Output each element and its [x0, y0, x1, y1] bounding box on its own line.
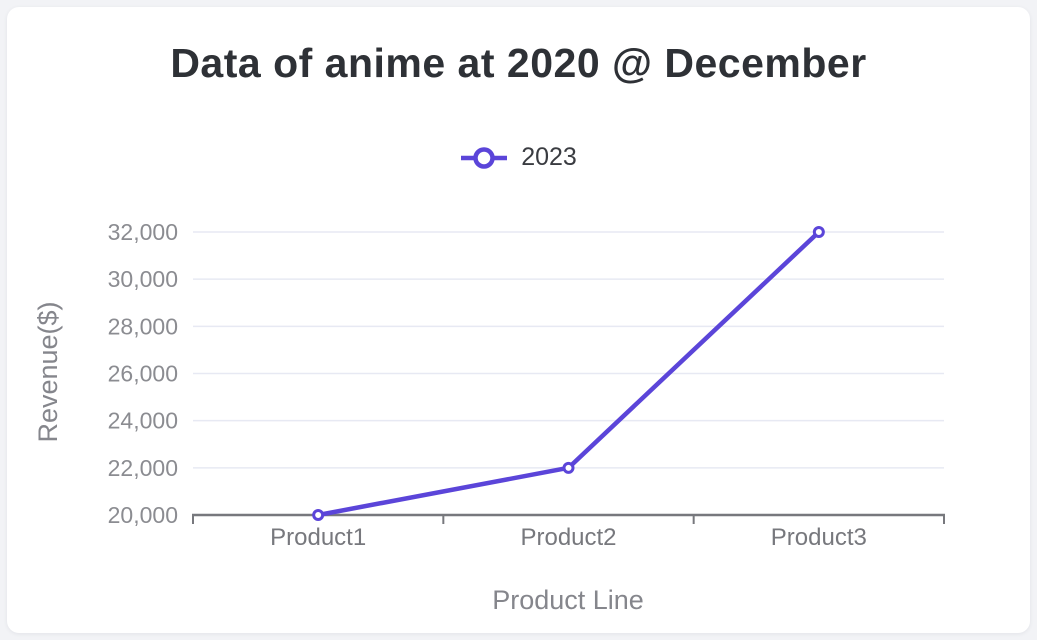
svg-text:30,000: 30,000: [108, 266, 178, 292]
x-axis-title: Product Line: [492, 585, 644, 615]
svg-text:Product3: Product3: [771, 524, 867, 551]
line-marker-icon: [461, 146, 508, 169]
svg-text:24,000: 24,000: [108, 408, 178, 434]
data-point-markers[interactable]: [312, 226, 825, 521]
data-point[interactable]: [562, 461, 575, 474]
y-gridlines: [193, 231, 944, 469]
svg-text:28,000: 28,000: [108, 313, 178, 339]
svg-text:22,000: 22,000: [108, 455, 178, 481]
svg-text:Product2: Product2: [520, 524, 616, 551]
legend-label: 2023: [521, 143, 577, 171]
chart-title: Data of anime at 2020 @ December: [170, 40, 867, 86]
legend-item-2023[interactable]: 2023: [7, 143, 1030, 172]
svg-text:32,000: 32,000: [108, 219, 178, 245]
data-point[interactable]: [812, 226, 825, 238]
svg-text:Product1: Product1: [270, 524, 366, 551]
line-chart-plot: 20,000 22,000 24,000 26,000 28,000 30,000 32,0…: [33, 219, 945, 615]
chart-card: Data of anime at 2020 @ December 2023 20…: [7, 7, 1030, 633]
x-axis: [192, 513, 945, 524]
svg-text:20,000: 20,000: [108, 502, 178, 528]
y-tick-labels: 20,000 22,000 24,000 26,000 28,000 30,000 32,0…: [108, 219, 178, 528]
x-tick-labels: Product1 Product2 Product3: [270, 524, 867, 551]
data-point[interactable]: [312, 509, 325, 521]
svg-text:26,000: 26,000: [108, 361, 178, 387]
legend-marker-circle: [473, 146, 495, 169]
y-axis-title: Revenue($): [33, 301, 63, 442]
